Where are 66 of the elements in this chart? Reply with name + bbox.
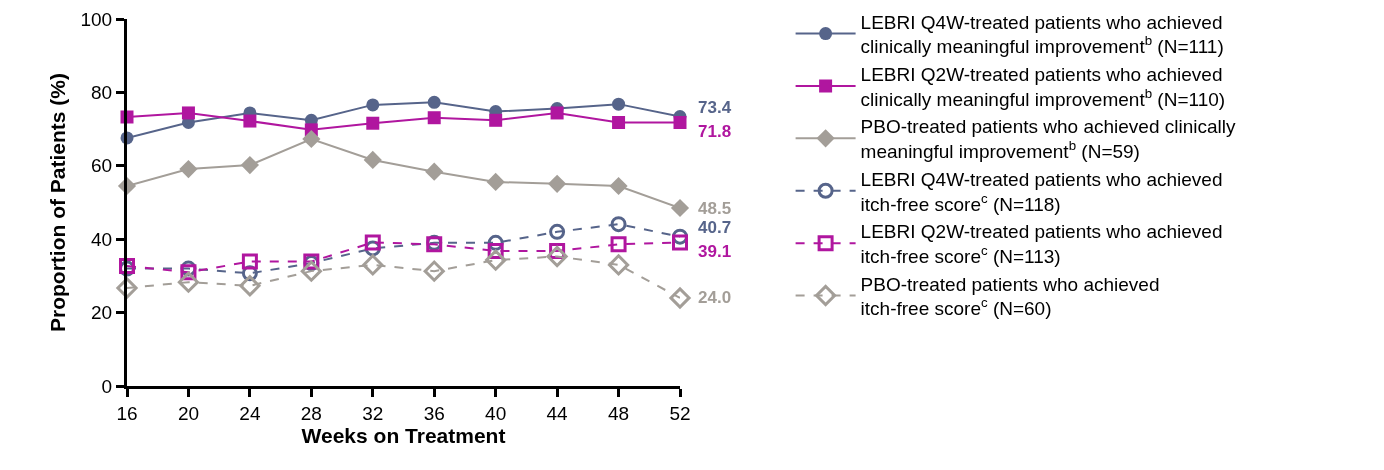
point	[607, 254, 630, 276]
x-tick-label: 40	[485, 402, 507, 424]
point	[116, 277, 138, 299]
point	[423, 260, 445, 282]
point	[366, 116, 380, 130]
point	[366, 98, 380, 112]
data-label: 48.5	[698, 199, 732, 218]
point	[546, 245, 568, 268]
data-label: 40.7	[698, 218, 732, 237]
x-tick-label: 20	[177, 402, 200, 424]
point	[612, 115, 626, 129]
point	[550, 106, 564, 120]
point	[302, 129, 321, 149]
point	[181, 106, 195, 120]
point	[177, 271, 200, 293]
legend-label: LEBRI Q2W-treated patients who achieved itch-free score$^{c}$ (N=113)	[860, 221, 1223, 267]
point	[610, 216, 627, 233]
point	[427, 95, 441, 109]
point	[610, 236, 627, 253]
y-tick-label: 60	[91, 155, 113, 177]
legend-label: LEBRI Q2W-treated patients who achieved clinically meaningful improvement$^{b}$ (N=110)	[860, 64, 1226, 110]
point	[364, 234, 381, 251]
legend-label: PBO-treated patients who achieved itch-free score$^{c}$ (N=60)	[860, 273, 1160, 320]
point	[612, 97, 626, 111]
point	[241, 253, 258, 270]
x-tick-label: 24	[239, 402, 261, 424]
point	[243, 114, 257, 128]
y-axis-title: Proportion of Patients (%)	[45, 73, 69, 332]
data-label: 24.0	[698, 288, 732, 307]
point	[548, 174, 567, 193]
point	[240, 155, 259, 175]
legend-label: LEBRI Q4W-treated patients who achieved clinically meaningful improvement$^{b}$ (N=111)	[860, 11, 1224, 58]
point	[427, 111, 441, 125]
point	[486, 172, 505, 192]
legend-label: PBO-treated patients who achieved clinically meaningful improvement$^{b}$ (N=59)	[860, 116, 1237, 163]
point	[362, 254, 384, 276]
x-tick-label: 36	[423, 402, 445, 424]
y-tick-label: 0	[101, 375, 113, 397]
data-label: 73.4	[698, 98, 732, 117]
point	[489, 113, 503, 127]
point	[179, 160, 198, 179]
point	[549, 223, 566, 240]
y-tick-label: 20	[91, 302, 113, 324]
point	[425, 162, 444, 181]
point	[672, 234, 688, 251]
point	[363, 150, 382, 170]
point	[485, 249, 507, 271]
data-label: 39.1	[698, 242, 732, 261]
x-tick-label: 32	[362, 402, 384, 424]
y-tick-label: 80	[91, 82, 113, 104]
legend-label: LEBRI Q4W-treated patients who achieved itch-free score$^{c}$ (N=118)	[860, 168, 1223, 215]
x-tick-label: 16	[116, 402, 138, 424]
x-axis-title: Weeks on Treatment	[301, 424, 506, 447]
y-tick-label: 100	[80, 8, 113, 30]
x-tick-label: 28	[300, 402, 322, 424]
point	[670, 198, 690, 218]
point	[300, 260, 322, 282]
x-tick-label: 48	[607, 402, 630, 424]
point	[669, 287, 691, 309]
x-tick-label: 44	[546, 402, 569, 424]
data-label: 71.8	[698, 122, 732, 141]
point	[239, 275, 261, 297]
x-tick-label: 52	[669, 402, 691, 424]
y-tick-label: 40	[91, 228, 113, 250]
point	[673, 115, 687, 129]
point	[609, 176, 628, 196]
